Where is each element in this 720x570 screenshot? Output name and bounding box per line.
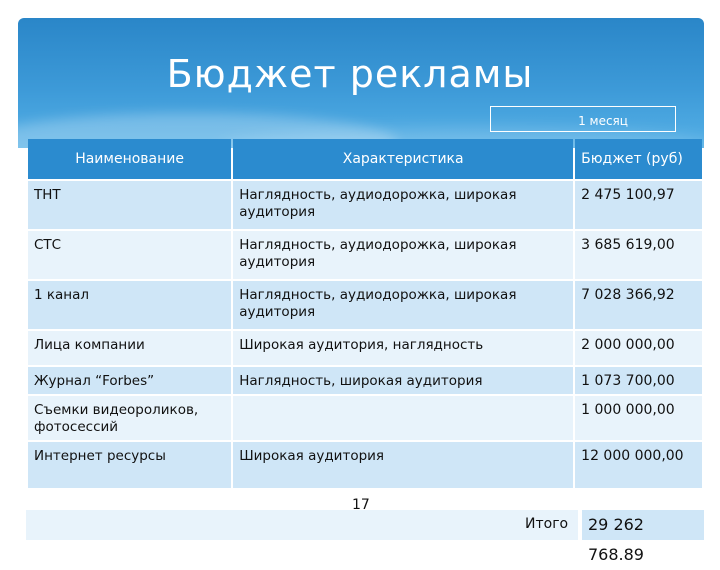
table-row: 1 канал Наглядность, аудиодорожка, широк… <box>28 281 702 329</box>
row-name: 1 канал <box>28 281 232 329</box>
row-characteristic: Наглядность, широкая аудитория <box>233 367 574 394</box>
row-characteristic: Наглядность, аудиодорожка, широкая аудит… <box>233 181 574 229</box>
total-label: Итого <box>525 516 569 532</box>
row-budget: 3 685 619,00 <box>575 231 702 279</box>
table-row: Лица компании Широкая аудитория, наглядн… <box>28 331 702 365</box>
row-characteristic: Наглядность, аудиодорожка, широкая аудит… <box>233 281 574 329</box>
row-budget: 1 073 700,00 <box>575 367 702 394</box>
table-row: Журнал “Forbes” Наглядность, широкая ауд… <box>28 367 702 394</box>
row-budget: 12 000 000,00 <box>575 442 702 488</box>
slide-header-banner <box>18 18 704 148</box>
row-characteristic <box>233 396 574 440</box>
period-label: 1 месяц <box>490 106 676 132</box>
row-characteristic: Широкая аудитория <box>233 442 574 488</box>
row-name: ТНТ <box>28 181 232 229</box>
budget-table: Наименование Характеристика Бюджет (руб)… <box>26 137 704 490</box>
row-budget: 1 000 000,00 <box>575 396 702 440</box>
footer-strip <box>26 510 578 540</box>
row-name: Лица компании <box>28 331 232 365</box>
slide-title: Бюджет рекламы <box>166 52 534 96</box>
row-name: Съемки видеороликов, фотосессий <box>28 396 232 440</box>
total-value: 29 262 768.89 <box>582 510 704 564</box>
row-budget: 7 028 366,92 <box>575 281 702 329</box>
row-name: Интернет ресурсы <box>28 442 232 488</box>
table-row: СТС Наглядность, аудиодорожка, широкая а… <box>28 231 702 279</box>
column-header-characteristic: Характеристика <box>233 139 574 179</box>
table-row: Интернет ресурсы Широкая аудитория 12 00… <box>28 442 702 488</box>
table-row: ТНТ Наглядность, аудиодорожка, широкая а… <box>28 181 702 229</box>
row-characteristic: Широкая аудитория, наглядность <box>233 331 574 365</box>
row-name: Журнал “Forbes” <box>28 367 232 394</box>
row-budget: 2 000 000,00 <box>575 331 702 365</box>
column-header-name: Наименование <box>28 139 232 179</box>
table-header-row: Наименование Характеристика Бюджет (руб) <box>28 139 702 179</box>
row-budget: 2 475 100,97 <box>575 181 702 229</box>
table-row: Съемки видеороликов, фотосессий 1 000 00… <box>28 396 702 440</box>
row-characteristic: Наглядность, аудиодорожка, широкая аудит… <box>233 231 574 279</box>
page-number: 17 <box>352 497 370 513</box>
row-name: СТС <box>28 231 232 279</box>
column-header-budget: Бюджет (руб) <box>575 139 702 179</box>
